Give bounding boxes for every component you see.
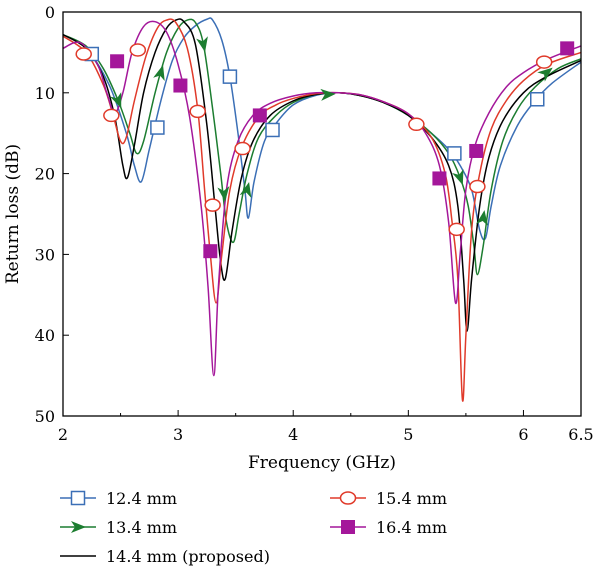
legend-label: 15.4 mm [376, 489, 447, 508]
series-0-marker [265, 122, 280, 138]
series-4-marker [252, 108, 267, 123]
x-tick-label: 6 [518, 425, 528, 444]
series-4-marker [110, 54, 125, 69]
series-4-marker [432, 171, 447, 186]
legend-label: 13.4 mm [106, 518, 177, 537]
series-line-1 [62, 18, 582, 276]
y-tick-label: 30 [35, 245, 55, 264]
legend-entry: 14.4 mm (proposed) [60, 547, 270, 566]
legend-label: 12.4 mm [106, 489, 177, 508]
legend-entry: 16.4 mm [330, 518, 447, 537]
x-tick-label: 4 [288, 425, 298, 444]
series-0-marker [447, 146, 462, 161]
series-4-marker [560, 41, 575, 56]
legend: 12.4 mm 15.4 mm 13.4 mm 16.4 mm 14.4 mm (pro… [60, 489, 447, 566]
y-tick-label: 10 [35, 84, 55, 103]
series-line-2 [62, 18, 582, 332]
legend-label: 14.4 mm (proposed) [106, 547, 270, 566]
y-tick-label: 40 [35, 326, 55, 345]
series-3-marker [535, 55, 553, 69]
marker-layer [75, 36, 575, 259]
legend-entry: 13.4 mm [60, 518, 177, 537]
series-1-marker [196, 36, 208, 53]
series-4-marker [173, 78, 188, 93]
series-3-marker [103, 108, 120, 123]
series-3-marker [448, 222, 465, 237]
series-3-marker [234, 141, 251, 156]
x-tick-label: 3 [173, 425, 183, 444]
series-1-marker [476, 210, 488, 226]
legend-label: 16.4 mm [376, 518, 447, 537]
series-3-marker [204, 198, 221, 212]
series-1-marker [452, 169, 464, 186]
series-1-marker [153, 64, 165, 81]
series-1-marker [217, 186, 230, 202]
y-axis-label: Return loss (dB) [3, 144, 23, 284]
legend-marker [70, 490, 86, 506]
legend-entry: 12.4 mm [60, 489, 177, 508]
y-tick-label: 0 [45, 3, 55, 22]
legend-marker [71, 521, 86, 533]
y-tick-label: 20 [35, 165, 55, 184]
legend-entry: 15.4 mm [330, 489, 447, 508]
series-4-marker [203, 244, 218, 259]
plot-area-frame [62, 11, 582, 417]
series-3-marker [189, 104, 206, 119]
series-1-marker [110, 92, 122, 109]
series-1-marker [537, 67, 553, 82]
series-0-marker [530, 92, 545, 107]
series-1-marker [239, 181, 252, 198]
x-tick-label: 6.5 [568, 425, 593, 444]
series-1-marker [320, 88, 336, 101]
series-3-marker [408, 117, 425, 132]
series-0-marker [150, 120, 165, 135]
series-3-marker [75, 47, 92, 61]
x-tick-label: 2 [58, 425, 68, 444]
series-layer [62, 17, 582, 402]
y-tick-label: 50 [35, 407, 55, 426]
legend-marker [341, 520, 355, 534]
x-axis-label: Frequency (GHz) [248, 453, 396, 473]
series-0-marker [222, 69, 238, 84]
legend-marker [339, 491, 357, 505]
series-4-marker [469, 143, 484, 158]
series-3-marker [129, 43, 147, 57]
axis-ticks: 2 3 4 5 6 6.5 0 10 20 30 40 50 [35, 3, 594, 444]
series-3-marker [469, 179, 486, 194]
x-tick-label: 5 [403, 425, 413, 444]
series-line-3 [62, 18, 582, 402]
